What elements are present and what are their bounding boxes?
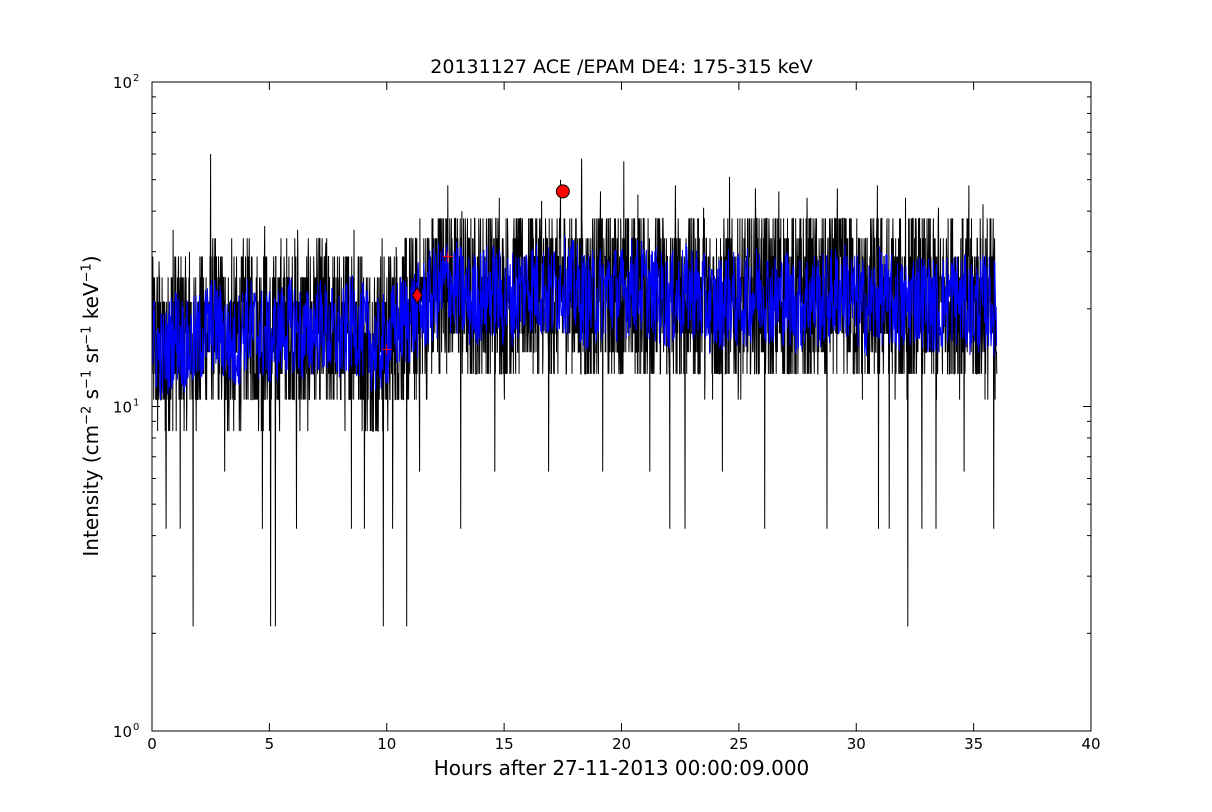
x-tick-label: 40 xyxy=(1081,735,1100,753)
x-tick-label: 20 xyxy=(612,735,631,753)
chart-title: 20131127 ACE /EPAM DE4: 175-315 keV xyxy=(430,56,813,78)
y-tick-label: 10 xyxy=(113,399,132,417)
marker-diamond xyxy=(411,286,423,305)
x-tick-label: 25 xyxy=(729,735,748,753)
marker-plus xyxy=(381,344,392,355)
x-axis-label: Hours after 27-11-2013 00:00:09.000 xyxy=(433,756,810,780)
y-tick-label-exponent: 0 xyxy=(133,722,139,733)
y-tick-label-exponent: 2 xyxy=(133,73,139,84)
series-black-line xyxy=(152,153,998,627)
x-tick-label: 30 xyxy=(847,735,866,753)
y-tick-label: 10 xyxy=(113,723,132,741)
x-tick-label: 0 xyxy=(147,735,157,753)
y-tick-label-exponent: 1 xyxy=(133,398,139,409)
marker-plus xyxy=(442,251,453,262)
x-tick-label: 35 xyxy=(964,735,983,753)
axes-frame xyxy=(151,81,1092,732)
series-blue-line xyxy=(152,235,998,401)
x-tick-label: 10 xyxy=(377,735,396,753)
marker-circle xyxy=(555,184,570,199)
y-tick-label: 10 xyxy=(113,74,132,92)
x-tick-label: 15 xyxy=(495,735,514,753)
x-tick-label: 5 xyxy=(265,735,275,753)
y-axis-label: Intensity (cm−2 s−1 sr−1 keV−1) xyxy=(79,255,103,557)
